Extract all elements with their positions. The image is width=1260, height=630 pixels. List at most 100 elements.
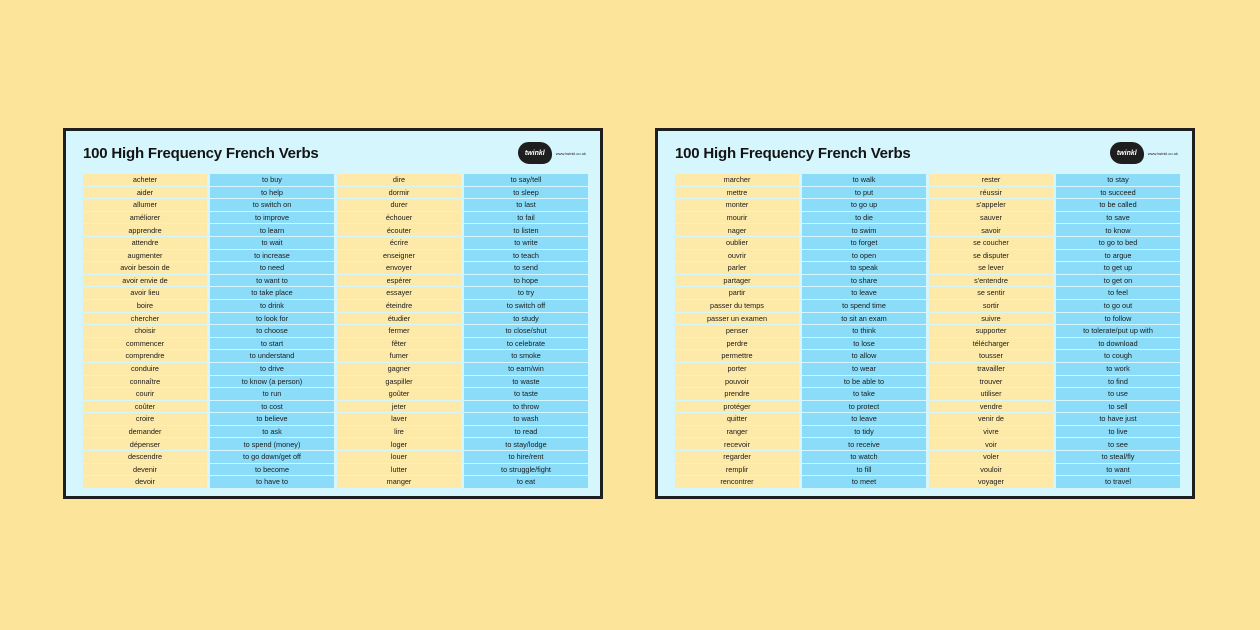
french-verb: chercher — [83, 312, 207, 325]
brand-url: www.twinkl.co.uk — [1147, 150, 1178, 156]
french-verb: demander — [83, 425, 207, 438]
french-verb: écrire — [337, 236, 461, 249]
english-meaning: to forget — [802, 236, 926, 249]
english-meaning: to look for — [210, 312, 334, 325]
french-verb: s'entendre — [929, 274, 1053, 287]
english-meaning: to read — [464, 425, 588, 438]
english-meaning: to allow — [802, 350, 926, 362]
english-meaning: to try — [464, 287, 588, 299]
english-meaning: to learn — [210, 224, 334, 236]
english-meaning: to save — [1056, 211, 1180, 224]
english-meaning: to feel — [1056, 287, 1180, 299]
english-meaning: to teach — [464, 249, 588, 262]
english-meaning: to argue — [1056, 249, 1180, 262]
french-verb: devoir — [83, 476, 207, 488]
english-meaning: to travel — [1056, 476, 1180, 488]
french-verb: boire — [83, 299, 207, 312]
english-meaning: to smoke — [464, 350, 588, 362]
french-verb: prendre — [675, 388, 799, 400]
french-verb: écouter — [337, 224, 461, 236]
french-verb: réussir — [929, 186, 1053, 199]
french-verb: mourir — [675, 211, 799, 224]
french-verb: se disputer — [929, 249, 1053, 262]
french-verb: avoir lieu — [83, 287, 207, 299]
english-meaning: to spend time — [802, 299, 926, 312]
french-verb: vivre — [929, 425, 1053, 438]
english-meaning: to get up — [1056, 262, 1180, 274]
english-meaning: to choose — [210, 325, 334, 337]
french-verb: oublier — [675, 236, 799, 249]
french-verb: tousser — [929, 350, 1053, 362]
french-verb: partager — [675, 274, 799, 287]
english-meaning: to wash — [464, 413, 588, 425]
french-verb: dormir — [337, 186, 461, 199]
french-verb: goûter — [337, 388, 461, 400]
verb-sheet-1: 100 High Frequency French Verbs twinkl w… — [63, 128, 603, 499]
english-meaning: to go down/get off — [210, 451, 334, 463]
english-meaning: to run — [210, 388, 334, 400]
french-verb: conduire — [83, 362, 207, 375]
english-meaning: to ask — [210, 425, 334, 438]
french-verb: augmenter — [83, 249, 207, 262]
english-meaning: to hope — [464, 274, 588, 287]
twinkl-logo-icon: twinkl — [517, 142, 552, 164]
french-verb: vouloir — [929, 463, 1053, 476]
french-verb: télécharger — [929, 337, 1053, 350]
english-meaning: to go to bed — [1056, 236, 1180, 249]
french-verb: commencer — [83, 337, 207, 350]
english-meaning: to share — [802, 274, 926, 287]
english-meaning: to know (a person) — [210, 375, 334, 388]
english-meaning: to live — [1056, 425, 1180, 438]
english-meaning: to earn/win — [464, 362, 588, 375]
english-meaning: to wait — [210, 236, 334, 249]
french-verb: connaître — [83, 375, 207, 388]
french-verb: espérer — [337, 274, 461, 287]
french-verb: quitter — [675, 413, 799, 425]
english-meaning: to put — [802, 186, 926, 199]
french-verb: aider — [83, 186, 207, 199]
french-verb: trouver — [929, 375, 1053, 388]
english-meaning: to say/tell — [464, 174, 588, 186]
english-meaning: to tidy — [802, 425, 926, 438]
english-meaning: to cost — [210, 400, 334, 413]
english-meaning: to swim — [802, 224, 926, 236]
english-meaning: to increase — [210, 249, 334, 262]
french-verb: avoir besoin de — [83, 262, 207, 274]
verb-grid: acheter to buy dire to say/tell aider to help… — [83, 174, 588, 488]
french-verb: sortir — [929, 299, 1053, 312]
french-verb: mettre — [675, 186, 799, 199]
english-meaning: to open — [802, 249, 926, 262]
french-verb: louer — [337, 451, 461, 463]
english-meaning: to last — [464, 199, 588, 211]
english-meaning: to succeed — [1056, 186, 1180, 199]
english-meaning: to want to — [210, 274, 334, 287]
french-verb: perdre — [675, 337, 799, 350]
french-verb: allumer — [83, 199, 207, 211]
french-verb: regarder — [675, 451, 799, 463]
sheet-title: 100 High Frequency French Verbs — [83, 145, 319, 162]
french-verb: rencontrer — [675, 476, 799, 488]
english-meaning: to walk — [802, 174, 926, 186]
english-meaning: to become — [210, 463, 334, 476]
english-meaning: to be able to — [802, 375, 926, 388]
french-verb: coûter — [83, 400, 207, 413]
english-meaning: to leave — [802, 413, 926, 425]
french-verb: laver — [337, 413, 461, 425]
english-meaning: to celebrate — [464, 337, 588, 350]
english-meaning: to taste — [464, 388, 588, 400]
french-verb: supporter — [929, 325, 1053, 337]
french-verb: lutter — [337, 463, 461, 476]
english-meaning: to spend (money) — [210, 438, 334, 451]
french-verb: gagner — [337, 362, 461, 375]
french-verb: jeter — [337, 400, 461, 413]
french-verb: protéger — [675, 400, 799, 413]
french-verb: étudier — [337, 312, 461, 325]
brand: twinkl www.twinkl.co.uk — [517, 142, 586, 164]
french-verb: comprendre — [83, 350, 207, 362]
english-meaning: to stay/lodge — [464, 438, 588, 451]
french-verb: ranger — [675, 425, 799, 438]
french-verb: remplir — [675, 463, 799, 476]
english-meaning: to switch off — [464, 299, 588, 312]
french-verb: apprendre — [83, 224, 207, 236]
english-meaning: to meet — [802, 476, 926, 488]
